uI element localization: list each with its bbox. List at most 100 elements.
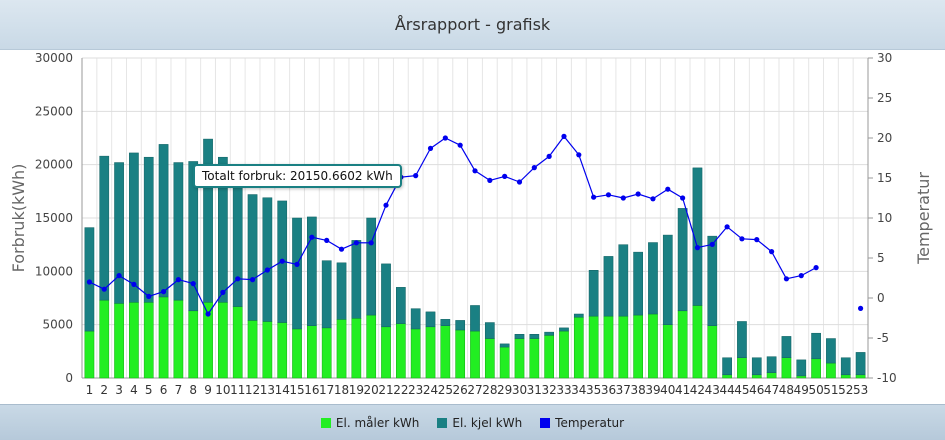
x-tick-label: 9 <box>204 383 212 397</box>
temperature-line-segment <box>192 283 209 315</box>
legend-swatch-temp <box>540 418 551 428</box>
y-tick-label: 15000 <box>35 211 73 225</box>
bar-el <box>618 315 629 379</box>
x-tick-label: 13 <box>260 383 275 397</box>
bar-kjel <box>366 217 377 316</box>
y-tick-label: 25000 <box>35 104 73 118</box>
temperature-point <box>576 152 582 158</box>
bar-el <box>529 338 540 379</box>
bar-kjel <box>143 156 154 303</box>
legend-label-kjel: El. kjel kWh <box>452 416 523 430</box>
bar-el <box>455 329 466 379</box>
bar-el <box>173 299 184 379</box>
legend-item-el[interactable]: El. måler kWh <box>320 416 420 430</box>
x-tick-label: 29 <box>497 383 512 397</box>
bar-kjel <box>381 263 391 328</box>
bar-kjel <box>484 322 495 339</box>
bar-el <box>826 362 836 379</box>
bar-el <box>351 318 362 379</box>
x-tick-label: 53 <box>853 383 868 397</box>
bar-kjel <box>603 256 614 317</box>
bar-kjel <box>633 251 643 316</box>
x-tick-label: 3 <box>115 383 123 397</box>
temperature-line-segment <box>267 260 283 271</box>
bar-el <box>292 328 302 379</box>
bar-el <box>381 326 391 379</box>
temperature-point <box>561 133 567 139</box>
legend-label-el: El. måler kWh <box>335 416 420 430</box>
bar-kjel <box>396 287 406 324</box>
temperature-line-segment <box>370 204 387 244</box>
bar-el <box>321 327 332 379</box>
x-tick-label: 45 <box>734 383 749 397</box>
bar-kjel <box>262 197 273 322</box>
bar-el <box>307 325 317 379</box>
bar-kjel <box>781 336 792 358</box>
temperature-point <box>368 240 374 246</box>
temperature-point <box>383 202 389 208</box>
temperature-line-segment <box>341 242 357 250</box>
legend-item-kjel[interactable]: El. kjel kWh <box>437 416 522 430</box>
bar-el <box>855 374 866 379</box>
x-tick-label: 32 <box>542 383 557 397</box>
temperature-point <box>101 286 107 292</box>
bar-kjel <box>677 208 688 312</box>
legend-item-temp[interactable]: Temperatur <box>540 416 624 430</box>
x-tick-label: 4 <box>130 383 138 397</box>
bar-kjel <box>662 234 673 325</box>
temperature-line-segment <box>726 226 743 240</box>
bar-kjel <box>514 334 525 339</box>
bar-kjel <box>455 320 466 331</box>
bar-el <box>648 313 658 379</box>
bar-kjel <box>559 327 569 332</box>
x-tick-label: 28 <box>482 383 497 397</box>
temperature-point <box>813 265 819 271</box>
x-tick-label: 14 <box>275 383 290 397</box>
temperature-line-segment <box>163 279 179 293</box>
temperature-line-segment <box>326 239 342 250</box>
bar-kjel <box>796 359 807 377</box>
x-tick-label: 5 <box>145 383 153 397</box>
bar-el <box>692 305 703 379</box>
bar-kjel <box>351 240 362 319</box>
legend-swatch-el <box>320 418 331 428</box>
y-tick-label: 0 <box>65 371 73 385</box>
y-right-tick-label: 25 <box>877 91 892 105</box>
temperature-line-segment <box>430 137 446 149</box>
bar-kjel <box>247 194 258 321</box>
temperature-line-segment <box>800 267 817 277</box>
temperature-point <box>324 237 330 243</box>
y-tick-label: 30000 <box>35 51 73 65</box>
temperature-line-segment <box>474 170 491 181</box>
bar-kjel <box>114 162 124 304</box>
temperature-point <box>709 241 715 247</box>
y-right-axis-title: Temperatur <box>914 172 933 265</box>
bar-el <box>722 374 732 379</box>
bar-kjel <box>544 331 554 336</box>
temperature-point <box>546 153 552 159</box>
x-tick-label: 48 <box>779 383 794 397</box>
bar-kjel <box>307 216 317 326</box>
bar-kjel <box>203 138 213 303</box>
bar-el <box>766 372 777 379</box>
bar-el <box>811 358 821 379</box>
temperature-point <box>160 289 167 295</box>
temperature-line-segment <box>445 137 461 146</box>
bar-el <box>751 374 762 379</box>
temperature-point <box>116 273 122 279</box>
temperature-line-segment <box>578 154 595 198</box>
bar-kjel <box>470 305 480 332</box>
x-tick-label: 24 <box>423 383 438 397</box>
temperature-point <box>857 305 864 311</box>
bar-kjel <box>84 227 95 332</box>
bar-el <box>677 310 688 379</box>
temperature-point <box>264 267 270 273</box>
x-tick-label: 34 <box>571 383 586 397</box>
bar-el <box>277 322 288 379</box>
x-tick-label: 26 <box>453 383 468 397</box>
x-tick-label: 17 <box>319 383 334 397</box>
bar-el <box>336 319 347 379</box>
x-tick-label: 22 <box>393 383 408 397</box>
bar-el <box>410 328 421 379</box>
x-tick-label: 7 <box>175 383 183 397</box>
